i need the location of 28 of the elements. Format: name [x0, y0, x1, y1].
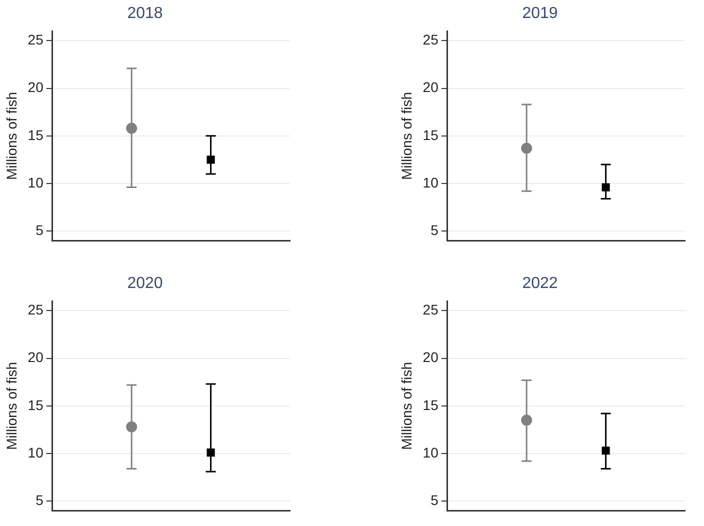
y-tick-label: 20 — [28, 349, 44, 366]
chart-title: 2019 — [522, 5, 558, 22]
y-tick-label: 10 — [28, 444, 44, 460]
y-tick-label: 25 — [422, 302, 439, 318]
y-tick-label: 5 — [36, 492, 44, 508]
y-tick-label: 20 — [28, 79, 44, 96]
y-tick-label: 5 — [36, 222, 44, 238]
y-tick-label: 5 — [430, 492, 439, 508]
y-axis-title: Millions of fish — [398, 362, 414, 450]
y-tick-label: 25 — [28, 302, 44, 318]
y-tick-label: 20 — [422, 349, 439, 366]
y-tick-label: 15 — [422, 396, 439, 413]
y-tick-label: 25 — [422, 32, 439, 48]
y-axis-title: Millions of fish — [3, 92, 20, 180]
y-tick-label: 20 — [422, 79, 439, 96]
y-tick-label: 15 — [28, 396, 44, 413]
y-tick-label: 25 — [28, 32, 44, 48]
y-tick-label: 10 — [422, 174, 439, 190]
chart-title: 2020 — [127, 275, 163, 292]
chart-title: 2018 — [127, 5, 163, 22]
y-tick-label: 15 — [422, 126, 439, 143]
chart-title: 2022 — [522, 275, 558, 292]
y-axis-title: Millions of fish — [398, 92, 414, 180]
y-tick-label: 10 — [28, 174, 44, 190]
y-tick-label: 5 — [430, 222, 439, 238]
y-tick-label: 10 — [422, 444, 439, 460]
y-tick-label: 15 — [28, 126, 44, 143]
y-axis-title: Millions of fish — [3, 362, 20, 450]
